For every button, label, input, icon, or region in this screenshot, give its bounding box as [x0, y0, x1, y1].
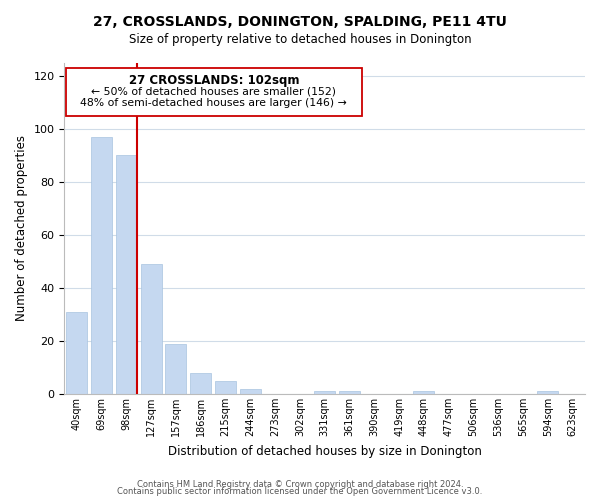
Bar	[537, 392, 559, 394]
Bar	[116, 156, 137, 394]
X-axis label: Distribution of detached houses by size in Donington: Distribution of detached houses by size …	[168, 444, 482, 458]
Bar	[215, 381, 236, 394]
Text: Contains HM Land Registry data © Crown copyright and database right 2024.: Contains HM Land Registry data © Crown c…	[137, 480, 463, 489]
Text: Contains public sector information licensed under the Open Government Licence v3: Contains public sector information licen…	[118, 487, 482, 496]
Bar	[166, 344, 187, 394]
Bar	[314, 392, 335, 394]
Text: 48% of semi-detached houses are larger (146) →: 48% of semi-detached houses are larger (…	[80, 98, 347, 108]
Bar	[240, 388, 261, 394]
Bar	[339, 392, 360, 394]
Text: Size of property relative to detached houses in Donington: Size of property relative to detached ho…	[128, 32, 472, 46]
Bar	[91, 137, 112, 394]
Text: 27, CROSSLANDS, DONINGTON, SPALDING, PE11 4TU: 27, CROSSLANDS, DONINGTON, SPALDING, PE1…	[93, 15, 507, 29]
FancyBboxPatch shape	[65, 68, 362, 116]
Bar	[413, 392, 434, 394]
Bar	[140, 264, 162, 394]
Text: 27 CROSSLANDS: 102sqm: 27 CROSSLANDS: 102sqm	[128, 74, 299, 88]
Bar	[190, 373, 211, 394]
Text: ← 50% of detached houses are smaller (152): ← 50% of detached houses are smaller (15…	[91, 86, 336, 97]
Bar	[66, 312, 88, 394]
Y-axis label: Number of detached properties: Number of detached properties	[15, 136, 28, 322]
